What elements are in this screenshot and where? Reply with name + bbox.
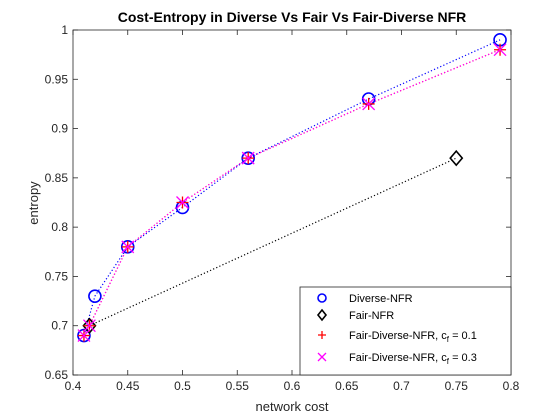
y-tick-label: 0.85	[45, 171, 69, 185]
legend-marker-4	[317, 352, 327, 362]
legend-label-1: Diverse-NFR	[349, 293, 413, 305]
y-tick-label: 0.8	[51, 220, 68, 234]
x-tick-label: 0.7	[393, 379, 410, 393]
chart-title: Cost-Entropy in Diverse Vs Fair Vs Fair-…	[118, 9, 467, 25]
y-tick-label: 0.75	[45, 269, 69, 283]
legend-marker-3	[318, 331, 326, 339]
x-tick-label: 0.45	[116, 379, 140, 393]
y-tick-label: 0.7	[51, 319, 68, 333]
data-point-series-4	[82, 319, 96, 333]
legend-marker-1	[317, 293, 327, 303]
data-point-series-4	[493, 43, 507, 57]
data-point-series-4	[241, 151, 255, 165]
legend: Diverse-NFR Fair-NFR Fair-Diverse-NFR, cf …	[299, 286, 512, 376]
legend-box	[299, 286, 512, 376]
y-tick-label: 1	[61, 23, 68, 37]
data-point-series-4	[121, 240, 135, 254]
x-tick-label: 0.4	[65, 379, 82, 393]
data-point-series-2	[82, 317, 97, 334]
x-tick-label: 0.8	[503, 379, 520, 393]
data-point-series-4	[176, 196, 189, 209]
legend-marker-2	[316, 308, 328, 322]
data-point-series-4	[77, 329, 91, 343]
y-axis-label: entropy	[26, 181, 41, 225]
y-tick-label: 0.65	[45, 368, 69, 382]
plot-area: 0.4 0.45 0.5 0.55 0.6 0.65 0.7 0.75 0.8 0.65 0.7 0.…	[45, 23, 520, 393]
data-point-series-4	[362, 97, 376, 111]
y-tick-label: 0.95	[45, 72, 69, 86]
data-point-series-2	[449, 149, 464, 167]
x-tick-label: 0.6	[284, 379, 301, 393]
x-axis-label: network cost	[256, 399, 329, 414]
x-tick-label: 0.5	[174, 379, 191, 393]
x-tick-label: 0.65	[335, 379, 359, 393]
data-point-series-1	[88, 289, 102, 303]
legend-label-3: Fair-Diverse-NFR, cf = 0.1	[349, 330, 477, 344]
legend-label-4: Fair-Diverse-NFR, cf = 0.3	[349, 352, 477, 366]
x-tick-label: 0.55	[226, 379, 250, 393]
y-tick-label: 0.9	[51, 122, 68, 136]
legend-label-2: Fair-NFR	[349, 310, 394, 322]
x-tick-label: 0.75	[445, 379, 469, 393]
series-line-2	[89, 157, 457, 327]
